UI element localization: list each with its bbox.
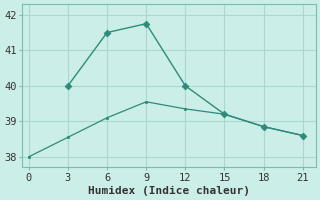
X-axis label: Humidex (Indice chaleur): Humidex (Indice chaleur) bbox=[88, 186, 250, 196]
